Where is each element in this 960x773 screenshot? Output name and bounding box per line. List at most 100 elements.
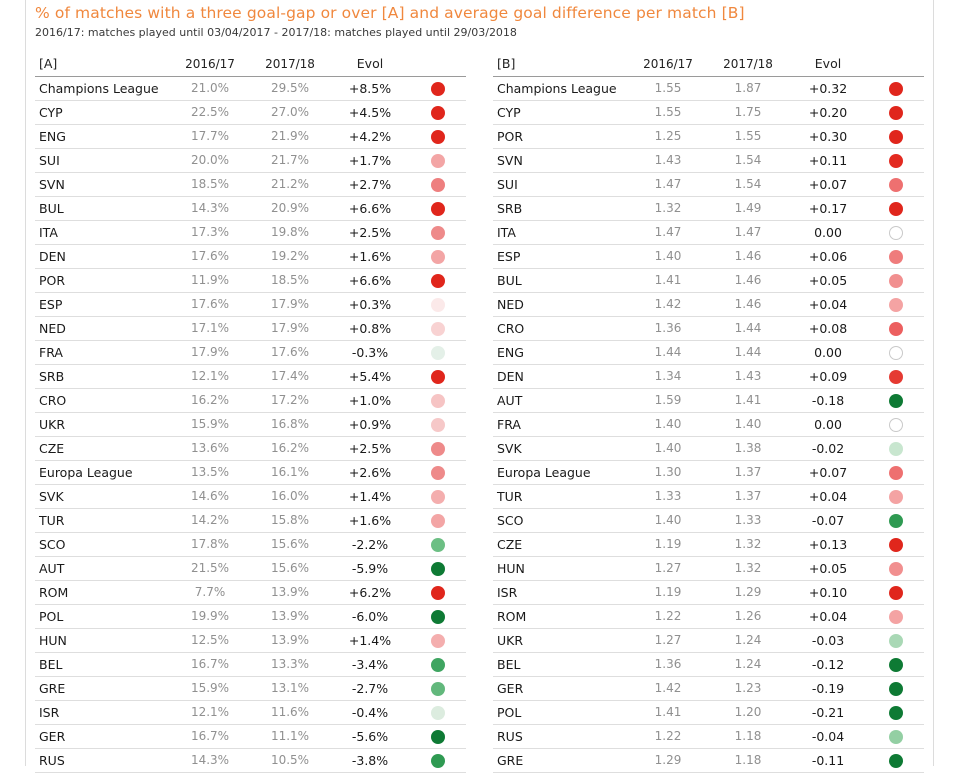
value-2017-18: 16.2% <box>250 436 330 461</box>
evol-value: +2.5% <box>330 436 410 461</box>
evol-indicator-cell <box>410 724 466 749</box>
evol-value: +1.4% <box>330 628 410 653</box>
row-label: HUN <box>493 556 628 581</box>
value-2017-18: 1.32 <box>708 532 788 557</box>
value-2016-17: 17.6% <box>170 292 250 317</box>
table-row: DEN 17.6% 19.2% +1.6% <box>35 244 466 269</box>
table-row: NED 1.42 1.46 +0.04 <box>493 292 924 317</box>
table-row: Champions League 21.0% 29.5% +8.5% <box>35 76 466 101</box>
evol-indicator-dot <box>889 609 903 624</box>
evol-indicator-dot <box>889 537 903 552</box>
value-2017-18: 27.0% <box>250 100 330 125</box>
value-2016-17: 1.22 <box>628 604 708 629</box>
value-2016-17: 13.6% <box>170 436 250 461</box>
evol-value: +0.8% <box>330 316 410 341</box>
value-2017-18: 21.7% <box>250 148 330 173</box>
table-row: ROM 1.22 1.26 +0.04 <box>493 604 924 629</box>
value-2016-17: 1.41 <box>628 700 708 725</box>
table-row: SCO 1.40 1.33 -0.07 <box>493 508 924 533</box>
evol-indicator-dot <box>431 609 445 624</box>
value-2017-18: 13.3% <box>250 652 330 677</box>
value-2017-18: 15.8% <box>250 508 330 533</box>
evol-indicator-cell <box>868 604 924 629</box>
table-row: NED 17.1% 17.9% +0.8% <box>35 316 466 341</box>
row-label: SUI <box>35 148 170 173</box>
evol-indicator-dot <box>889 489 903 504</box>
evol-indicator-dot <box>889 273 903 288</box>
evol-indicator-dot <box>889 201 903 216</box>
column-header-indicator <box>410 52 466 77</box>
row-label: ISR <box>493 580 628 605</box>
evol-indicator-dot <box>431 513 445 528</box>
value-2016-17: 1.22 <box>628 724 708 749</box>
evol-value: -0.18 <box>788 388 868 413</box>
table-row: AUT 1.59 1.41 -0.18 <box>493 388 924 413</box>
row-label: AUT <box>493 388 628 413</box>
column-header-2017-18: 2017/18 <box>708 52 788 77</box>
table-row: CYP 1.55 1.75 +0.20 <box>493 100 924 125</box>
evol-indicator-dot <box>431 345 445 360</box>
column-header-2016-17: 2016/17 <box>628 52 708 77</box>
row-label: FRA <box>35 340 170 365</box>
value-2017-18: 13.1% <box>250 676 330 701</box>
row-label: ROM <box>493 604 628 629</box>
evol-value: +1.0% <box>330 388 410 413</box>
row-label: SUI <box>493 172 628 197</box>
value-2016-17: 13.5% <box>170 460 250 485</box>
evol-indicator-cell <box>868 556 924 581</box>
evol-value: +2.6% <box>330 460 410 485</box>
value-2016-17: 1.47 <box>628 220 708 245</box>
row-label: SCO <box>35 532 170 557</box>
value-2017-18: 1.87 <box>708 76 788 101</box>
evol-indicator-cell <box>868 244 924 269</box>
evol-indicator-dot <box>889 345 903 360</box>
evol-value: +1.6% <box>330 244 410 269</box>
value-2016-17: 15.9% <box>170 412 250 437</box>
evol-indicator-dot <box>889 465 903 480</box>
row-label: POR <box>35 268 170 293</box>
column-header-2017-18: 2017/18 <box>250 52 330 77</box>
value-2016-17: 17.6% <box>170 244 250 269</box>
value-2017-18: 17.2% <box>250 388 330 413</box>
evol-value: +0.09 <box>788 364 868 389</box>
value-2016-17: 14.3% <box>170 196 250 221</box>
evol-indicator-dot <box>431 273 445 288</box>
row-label: CZE <box>493 532 628 557</box>
evol-indicator-cell <box>868 676 924 701</box>
evol-value: -2.2% <box>330 532 410 557</box>
evol-indicator-dot <box>431 393 445 408</box>
value-2017-18: 17.6% <box>250 340 330 365</box>
evol-indicator-dot <box>431 129 445 144</box>
evol-value: +0.08 <box>788 316 868 341</box>
evol-value: +6.2% <box>330 580 410 605</box>
evol-value: +0.17 <box>788 196 868 221</box>
evol-value: -0.11 <box>788 748 868 773</box>
evol-indicator-dot <box>431 441 445 456</box>
table-row: POR 11.9% 18.5% +6.6% <box>35 268 466 293</box>
evol-value: +4.2% <box>330 124 410 149</box>
evol-indicator-dot <box>889 705 903 720</box>
evol-value: -0.07 <box>788 508 868 533</box>
evol-indicator-cell <box>410 364 466 389</box>
value-2016-17: 12.5% <box>170 628 250 653</box>
evol-value: -0.03 <box>788 628 868 653</box>
row-label: SCO <box>493 508 628 533</box>
evol-indicator-dot <box>889 441 903 456</box>
evol-value: -2.7% <box>330 676 410 701</box>
evol-value: +1.6% <box>330 508 410 533</box>
table-row: GRE 15.9% 13.1% -2.7% <box>35 676 466 701</box>
evol-indicator-cell <box>410 460 466 485</box>
row-label: GRE <box>493 748 628 773</box>
value-2016-17: 12.1% <box>170 364 250 389</box>
value-2016-17: 14.3% <box>170 748 250 773</box>
row-label: RUS <box>493 724 628 749</box>
row-label: SVN <box>493 148 628 173</box>
row-label: ENG <box>493 340 628 365</box>
value-2016-17: 1.40 <box>628 436 708 461</box>
evol-indicator-cell <box>410 388 466 413</box>
row-label: SVK <box>493 436 628 461</box>
evol-value: -5.6% <box>330 724 410 749</box>
evol-indicator-cell <box>868 436 924 461</box>
table-row: BUL 14.3% 20.9% +6.6% <box>35 196 466 221</box>
row-label: UKR <box>35 412 170 437</box>
